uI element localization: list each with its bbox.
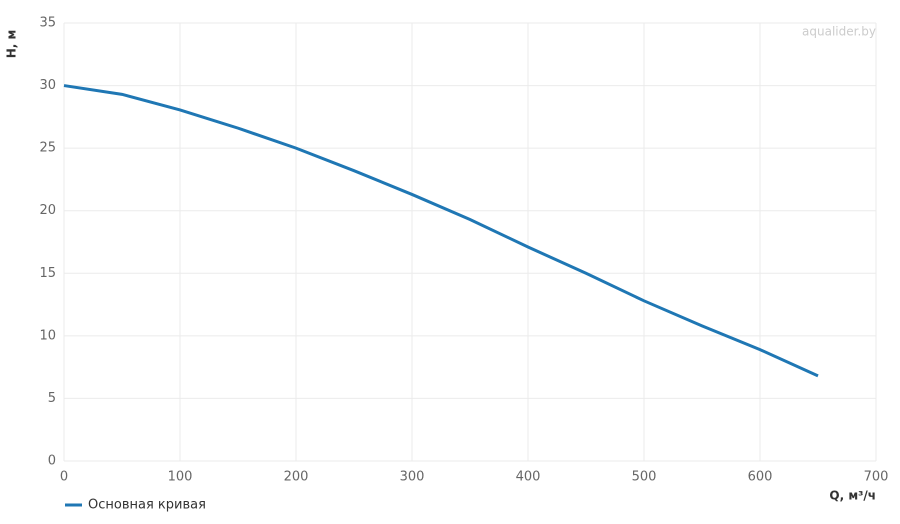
y-axis-label: H, м bbox=[5, 30, 19, 59]
x-tick-label: 400 bbox=[516, 470, 541, 485]
series-line bbox=[63, 84, 819, 378]
watermark: aqualider.by bbox=[802, 25, 876, 39]
y-tick-label: 20 bbox=[39, 203, 56, 218]
y-tick-label: 30 bbox=[39, 78, 56, 93]
y-tick-label: 5 bbox=[48, 391, 56, 406]
x-tick-label: 0 bbox=[60, 470, 68, 485]
x-tick-label: 200 bbox=[284, 470, 309, 485]
legend-label: Основная кривая bbox=[88, 498, 206, 513]
y-tick-label: 10 bbox=[39, 328, 56, 343]
x-tick-label: 600 bbox=[748, 470, 773, 485]
x-tick-label: 500 bbox=[632, 470, 657, 485]
y-tick-label: 15 bbox=[39, 266, 56, 281]
x-axis-label: Q, м³/ч bbox=[829, 489, 876, 503]
y-tick-label: 0 bbox=[48, 454, 56, 469]
x-tick-label: 700 bbox=[864, 470, 889, 485]
y-tick-label: 35 bbox=[39, 16, 56, 31]
x-tick-label: 300 bbox=[400, 470, 425, 485]
y-tick-label: 25 bbox=[39, 141, 56, 156]
x-tick-label: 100 bbox=[168, 470, 193, 485]
